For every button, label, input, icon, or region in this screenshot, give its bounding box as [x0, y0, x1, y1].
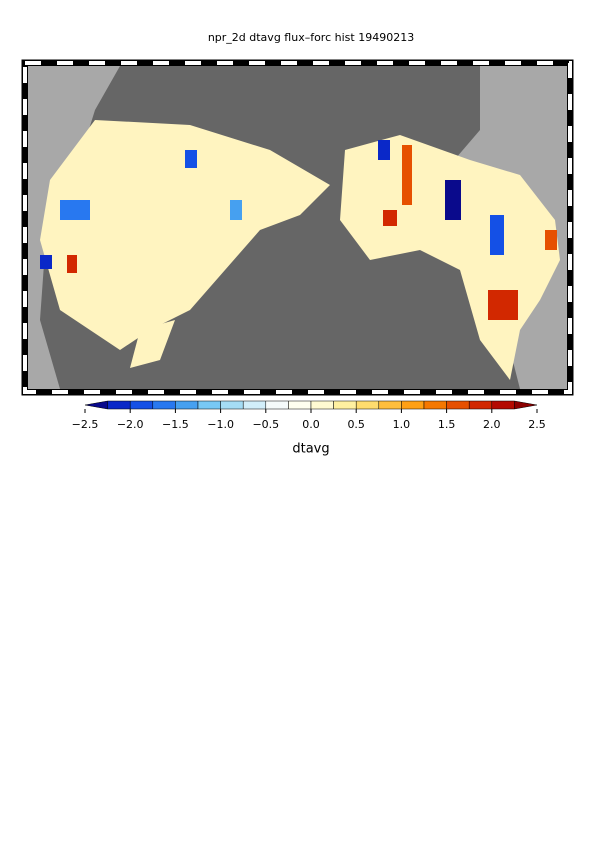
colorbar-swatch [265, 400, 289, 410]
colorbar-swatch [152, 400, 176, 410]
data-patch [40, 255, 52, 269]
colorbar-swatch [333, 400, 357, 410]
colorbar-swatch [310, 400, 334, 410]
colorbar-tick-label: −0.5 [252, 418, 279, 431]
colorbar-tick-label: 2.5 [528, 418, 546, 431]
colorbar-swatch [355, 400, 380, 410]
colorbar-swatch [84, 400, 108, 410]
colorbar-swatch [242, 400, 267, 410]
data-patch [230, 200, 242, 220]
map [21, 59, 574, 396]
data-patch [545, 230, 557, 250]
data-field [130, 320, 175, 368]
data-patch [60, 200, 90, 220]
colorbar-tick-label: −2.5 [72, 418, 99, 431]
data-patch [378, 140, 390, 160]
colorbar-tick-label: 1.5 [438, 418, 456, 431]
data-patch [67, 255, 77, 273]
colorbar-tick-label: 0.5 [347, 418, 365, 431]
colorbar-swatch [491, 400, 515, 410]
colorbar-swatch [107, 400, 131, 410]
colorbar-tick-label: 1.0 [393, 418, 411, 431]
colorbar-swatch [129, 400, 154, 410]
colorbar-swatch [401, 400, 425, 410]
colorbar: −2.5 −2.0 −1.5 −1.0 −0.5 0.0 0.5 1.0 1.5 2.0 2.5 [72, 400, 546, 431]
data-patch [383, 210, 397, 226]
colorbar-tick-label: −2.0 [117, 418, 144, 431]
colorbar-label: dtavg [292, 442, 329, 457]
data-patch [185, 150, 197, 168]
frame [21, 59, 574, 396]
data-field [40, 120, 330, 350]
colorbar-tick-label: 2.0 [483, 418, 501, 431]
map-title: npr_2d dtavg flux–forc hist 19490213 [208, 31, 414, 44]
data-patch [490, 215, 504, 255]
colorbar-swatch [197, 400, 221, 410]
colorbar-swatch [446, 400, 470, 410]
colorbar-swatch [220, 400, 244, 410]
data-patch [402, 145, 412, 205]
colorbar-tick-label: −1.5 [162, 418, 189, 431]
colorbar-swatch [175, 400, 199, 410]
frame [23, 61, 572, 394]
data-patch [488, 290, 518, 320]
colorbar-swatch [514, 400, 538, 410]
colorbar-swatch [468, 400, 493, 410]
colorbar-swatch [378, 400, 402, 410]
colorbar-tick-label: 0.0 [302, 418, 320, 431]
land [28, 66, 120, 389]
data-patch [445, 180, 461, 220]
colorbar-swatch [288, 400, 312, 410]
colorbar-swatch [423, 400, 447, 410]
colorbar-tick-label: −1.0 [207, 418, 234, 431]
